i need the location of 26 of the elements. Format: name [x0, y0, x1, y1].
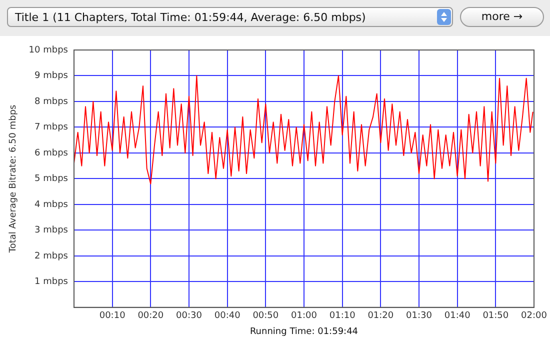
x-tick-label: 00:10 [99, 311, 126, 322]
x-tick-label: 00:50 [252, 311, 279, 322]
x-tick-label: 00:30 [176, 311, 202, 322]
x-tick-label: 01:10 [329, 311, 356, 322]
x-tick-label: 01:00 [291, 311, 318, 322]
x-tick-label: 01:50 [482, 311, 509, 322]
y-tick-label: 4 mbps [34, 200, 68, 210]
y-tick-label: 9 mbps [34, 71, 68, 82]
x-tick-label: 02:00 [521, 311, 548, 322]
y-axis-title: Total Average Bitrate: 6.50 mbps [8, 104, 19, 254]
chart-title: Title 1 (11 Chapters, Total Time: 01:59:44, Average: 6.50 mbps) [15, 11, 366, 24]
y-tick-label: 2 mbps [34, 251, 68, 262]
y-tick-label: 1 mbps [34, 277, 68, 288]
y-tick-label: 6 mbps [34, 148, 68, 158]
y-tick-label: 5 mbps [34, 174, 68, 184]
y-tick-label: 7 mbps [34, 122, 68, 133]
x-tick-label: 01:40 [444, 311, 471, 322]
y-tick-label: 10 mbps [28, 45, 68, 56]
y-tick-label: 8 mbps [34, 96, 68, 107]
x-tick-label: 01:20 [368, 311, 394, 322]
x-axis-title: Running Time: 01:59:44 [250, 326, 358, 337]
x-tick-label: 00:40 [214, 311, 241, 322]
text: more → [460, 7, 544, 27]
x-tick-label: 01:30 [406, 311, 432, 322]
x-tick-label: 00:20 [138, 311, 164, 322]
y-tick-label: 3 mbps [34, 226, 68, 236]
